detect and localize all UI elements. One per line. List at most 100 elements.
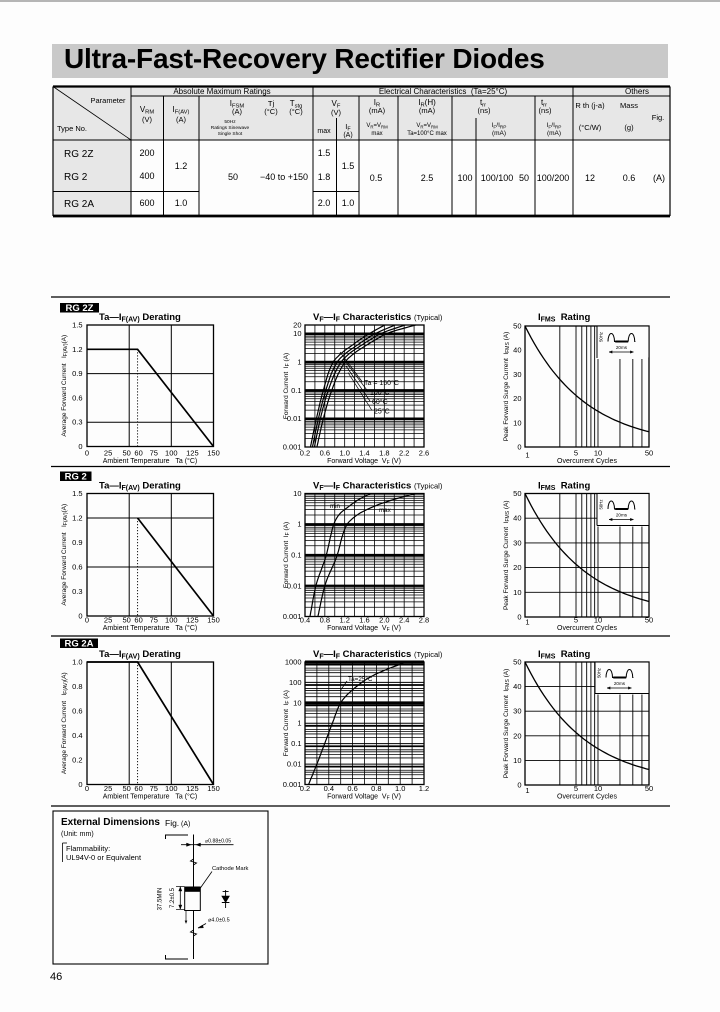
svg-text:IFMS Rating: IFMS Rating bbox=[538, 649, 590, 661]
svg-text:600: 600 bbox=[139, 198, 154, 208]
svg-text:External Dimensions: External Dimensions bbox=[61, 817, 160, 828]
svg-text:0.8: 0.8 bbox=[320, 616, 330, 625]
svg-text:40: 40 bbox=[513, 682, 521, 691]
svg-text:0.4: 0.4 bbox=[72, 731, 82, 740]
svg-text:50: 50 bbox=[123, 784, 131, 793]
svg-text:Tstg: Tstg bbox=[290, 99, 303, 110]
svg-text:0.6: 0.6 bbox=[72, 393, 82, 402]
svg-text:IF/IRP: IF/IRP bbox=[492, 122, 507, 130]
svg-text:0.8: 0.8 bbox=[72, 682, 82, 691]
svg-text:20ms: 20ms bbox=[616, 345, 628, 350]
svg-text:100: 100 bbox=[165, 449, 178, 458]
svg-text:Absolute Maximum Ratings: Absolute Maximum Ratings bbox=[173, 87, 270, 96]
svg-text:5: 5 bbox=[574, 784, 578, 793]
svg-text:1.8: 1.8 bbox=[379, 449, 389, 458]
svg-text:10: 10 bbox=[513, 418, 521, 427]
svg-text:RG 2A: RG 2A bbox=[64, 199, 94, 210]
svg-text:1: 1 bbox=[297, 520, 301, 529]
svg-text:75: 75 bbox=[150, 784, 158, 793]
svg-text:Ta = 150°C: Ta = 150°C bbox=[364, 379, 399, 387]
svg-text:Ta=25°C: Ta=25°C bbox=[348, 675, 373, 683]
svg-text:10: 10 bbox=[513, 588, 521, 597]
svg-text:1.4: 1.4 bbox=[359, 449, 369, 458]
svg-text:(Unit: mm): (Unit: mm) bbox=[61, 831, 94, 838]
svg-text:Cathode Mark: Cathode Mark bbox=[212, 866, 249, 872]
svg-text:Parameter: Parameter bbox=[90, 96, 126, 105]
svg-text:1.5: 1.5 bbox=[72, 489, 82, 498]
svg-text:0: 0 bbox=[517, 781, 521, 790]
svg-text:(V): (V) bbox=[142, 115, 153, 124]
svg-text:60°C: 60°C bbox=[372, 398, 388, 406]
svg-text:Ta—IF(AV) Derating: Ta—IF(AV) Derating bbox=[99, 649, 181, 661]
svg-text:VF—IF Characteristics (Typical: VF—IF Characteristics (Typical) bbox=[313, 481, 443, 493]
svg-text:50: 50 bbox=[513, 322, 521, 331]
svg-text:Average Forward Current IF(A: Average Forward Current IF(AV)(A) bbox=[61, 672, 69, 774]
svg-text:125: 125 bbox=[186, 449, 199, 458]
svg-text:max: max bbox=[371, 131, 382, 137]
svg-text:(mA): (mA) bbox=[547, 130, 561, 137]
svg-text:(A): (A) bbox=[343, 132, 352, 139]
svg-text:RG 2Z: RG 2Z bbox=[64, 149, 93, 160]
svg-text:50: 50 bbox=[513, 489, 521, 498]
svg-text:IF(AV): IF(AV) bbox=[173, 105, 190, 116]
svg-text:0: 0 bbox=[85, 449, 89, 458]
svg-text:VF—IF Characteristics (Typical: VF—IF Characteristics (Typical) bbox=[313, 649, 443, 661]
svg-text:0.6: 0.6 bbox=[347, 784, 357, 793]
svg-text:1.0: 1.0 bbox=[395, 784, 405, 793]
svg-text:VF: VF bbox=[332, 99, 341, 110]
svg-text:1.2: 1.2 bbox=[72, 345, 82, 354]
svg-text:50Hz: 50Hz bbox=[224, 119, 236, 125]
svg-text:75: 75 bbox=[150, 449, 158, 458]
svg-text:1.0: 1.0 bbox=[72, 658, 82, 667]
svg-text:Forward Current IF (A): Forward Current IF (A) bbox=[283, 690, 291, 756]
svg-text:0.9: 0.9 bbox=[72, 538, 82, 547]
svg-text:1.5: 1.5 bbox=[342, 161, 355, 171]
svg-text:60: 60 bbox=[134, 784, 142, 793]
svg-text:1.5: 1.5 bbox=[72, 321, 82, 330]
svg-text:5: 5 bbox=[574, 449, 578, 458]
svg-text:0.6: 0.6 bbox=[623, 173, 636, 183]
svg-text:25: 25 bbox=[104, 616, 112, 625]
svg-text:1.0: 1.0 bbox=[339, 449, 349, 458]
svg-text:R th (j-a): R th (j-a) bbox=[575, 101, 605, 110]
svg-text:10: 10 bbox=[594, 784, 602, 793]
svg-text:1: 1 bbox=[525, 786, 529, 795]
svg-text:Forward Voltage VF (V): Forward Voltage VF (V) bbox=[327, 458, 401, 466]
svg-text:Single Shot: Single Shot bbox=[218, 131, 243, 137]
svg-text:⌀4.0±0.5: ⌀4.0±0.5 bbox=[208, 918, 230, 924]
svg-text:Ambient Temperature Ta (°C): Ambient Temperature Ta (°C) bbox=[103, 624, 197, 632]
svg-text:0.001: 0.001 bbox=[283, 612, 302, 621]
svg-text:0.9: 0.9 bbox=[72, 369, 82, 378]
svg-text:trr: trr bbox=[480, 98, 486, 109]
svg-text:50Hz: 50Hz bbox=[599, 499, 604, 509]
svg-text:20: 20 bbox=[513, 731, 521, 740]
svg-text:1.8: 1.8 bbox=[318, 172, 331, 182]
svg-text:0.3: 0.3 bbox=[72, 587, 82, 596]
svg-text:100: 100 bbox=[165, 616, 178, 625]
svg-text:0: 0 bbox=[85, 784, 89, 793]
svg-text:50Hz: 50Hz bbox=[597, 668, 602, 678]
svg-text:2.0: 2.0 bbox=[318, 198, 331, 208]
svg-text:20ms: 20ms bbox=[614, 681, 626, 686]
svg-text:max: max bbox=[317, 128, 331, 135]
svg-text:0.001: 0.001 bbox=[283, 780, 302, 789]
svg-text:0.3: 0.3 bbox=[72, 418, 82, 427]
svg-text:150: 150 bbox=[207, 616, 220, 625]
svg-text:37.5MIN: 37.5MIN bbox=[158, 888, 164, 911]
svg-text:50: 50 bbox=[645, 784, 653, 793]
svg-text:(g): (g) bbox=[624, 123, 634, 132]
svg-text:(V): (V) bbox=[331, 108, 342, 117]
svg-text:1.2: 1.2 bbox=[419, 784, 429, 793]
svg-text:Peak Forward Surge Current IF: Peak Forward Surge Current IFMS (A) bbox=[503, 669, 511, 779]
svg-text:50: 50 bbox=[123, 616, 131, 625]
svg-text:100: 100 bbox=[289, 678, 302, 687]
svg-text:min: min bbox=[330, 503, 341, 510]
svg-text:100: 100 bbox=[165, 784, 178, 793]
svg-text:IF: IF bbox=[345, 122, 351, 133]
svg-text:IR(H): IR(H) bbox=[418, 98, 436, 109]
svg-text:1.5: 1.5 bbox=[318, 148, 331, 158]
svg-text:0.1: 0.1 bbox=[291, 551, 301, 560]
svg-text:0.2: 0.2 bbox=[72, 756, 82, 765]
svg-text:0.001: 0.001 bbox=[283, 443, 302, 452]
svg-text:10: 10 bbox=[594, 616, 602, 625]
